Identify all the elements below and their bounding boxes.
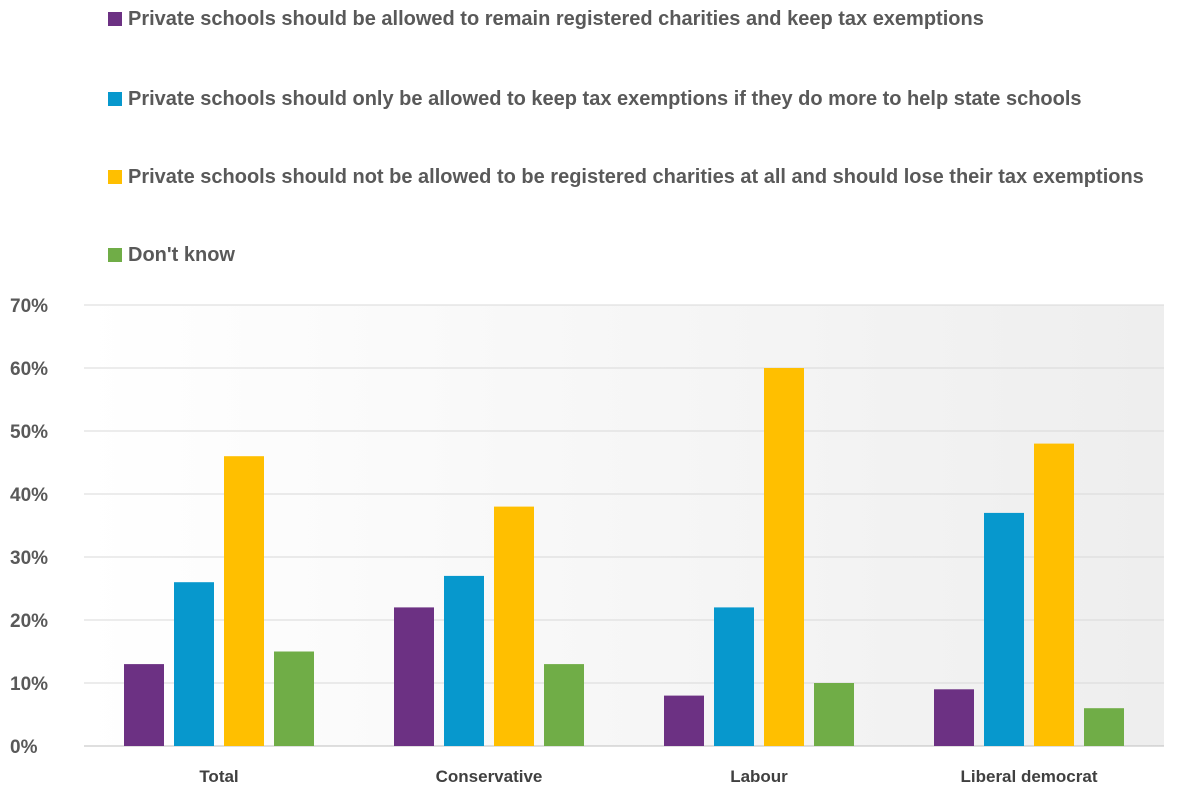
y-tick-label: 60%: [10, 359, 48, 380]
legend-label: Private schools should only be allowed t…: [128, 88, 1082, 110]
bar: [544, 664, 584, 746]
bar: [934, 689, 974, 746]
bar: [494, 506, 534, 746]
bar: [224, 456, 264, 746]
bar: [274, 651, 314, 746]
legend-swatch-yellow: [108, 170, 122, 184]
legend-item-remain-charities: Private schools should be allowed to rem…: [108, 6, 984, 33]
x-tick-label: Liberal democrat: [961, 767, 1098, 786]
legend-label: Private schools should not be allowed to…: [128, 166, 1144, 188]
y-tick-label: 70%: [10, 296, 48, 317]
legend-swatch-green: [108, 248, 122, 262]
legend-swatch-blue: [108, 92, 122, 106]
x-tick-label: Labour: [730, 767, 788, 786]
y-tick-label: 30%: [10, 548, 48, 569]
bar: [984, 512, 1024, 746]
bar: [394, 607, 434, 746]
y-tick-label: 0%: [10, 737, 38, 758]
y-tick-label: 10%: [10, 674, 48, 695]
bars: [124, 368, 1124, 746]
y-tick-label: 40%: [10, 485, 48, 506]
x-axis: Total Conservative Labour Liberal democrat: [199, 767, 1098, 786]
y-tick-label: 20%: [10, 611, 48, 632]
bar: [764, 368, 804, 746]
legend-item-dont-know: Don't know: [108, 242, 235, 269]
legend-label: Private schools should be allowed to rem…: [128, 8, 984, 30]
bar: [1084, 708, 1124, 746]
bar: [814, 683, 854, 746]
bar: [174, 582, 214, 746]
x-tick-label: Conservative: [436, 767, 543, 786]
y-axis: 0% 10% 20% 30% 40% 50% 60% 70%: [10, 296, 48, 758]
legend-item-help-state-schools: Private schools should only be allowed t…: [108, 86, 1108, 113]
y-tick-label: 50%: [10, 422, 48, 443]
legend-item-lose-exemptions: Private schools should not be allowed to…: [108, 164, 1148, 191]
legend-swatch-purple: [108, 12, 122, 26]
x-tick-label: Total: [199, 767, 238, 786]
bar: [1034, 443, 1074, 746]
bar: [124, 664, 164, 746]
bar: [714, 607, 754, 746]
legend-label: Don't know: [128, 244, 235, 266]
bar: [664, 695, 704, 746]
bar: [444, 575, 484, 746]
